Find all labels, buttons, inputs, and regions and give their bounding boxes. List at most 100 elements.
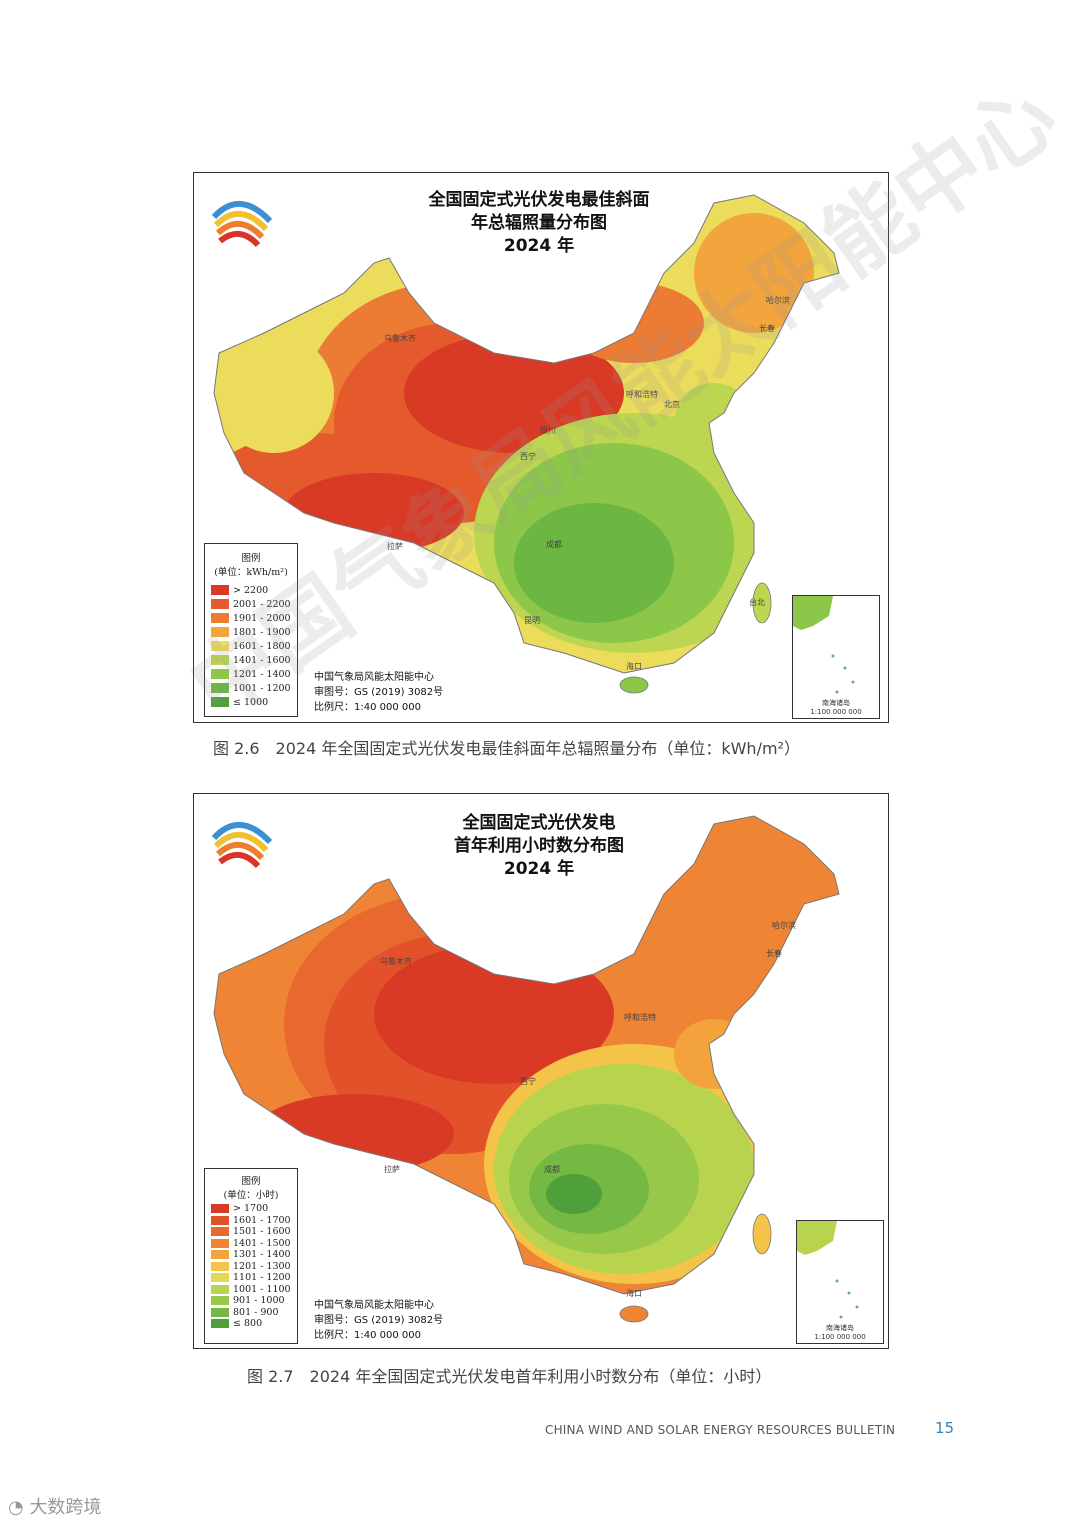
credit-review-number: 审图号：GS (2019) 3082号	[314, 687, 444, 698]
china-map-hours	[213, 815, 840, 1323]
credit-review-number: 审图号：GS (2019) 3082号	[314, 1315, 444, 1326]
legend-row: > 2200	[205, 583, 297, 597]
inset-label: 南海诸岛 1:100 000 000	[814, 1324, 866, 1341]
page-number: 15	[935, 1419, 955, 1437]
legend-label: 1001 - 1100	[233, 1283, 291, 1295]
legend-label: 1501 - 1600	[233, 1226, 291, 1238]
legend-row: 1801 - 1900	[205, 625, 297, 639]
legend-row: 1301 - 1400	[205, 1249, 297, 1261]
city-label: 昆明	[524, 616, 540, 625]
legend-swatch	[211, 1319, 229, 1329]
legend-swatch	[211, 1227, 229, 1237]
legend-row: 1501 - 1600	[205, 1226, 297, 1238]
legend-swatch	[211, 599, 229, 609]
legend-label: 1101 - 1200	[233, 1272, 291, 1284]
legend-row: 1201 - 1400	[205, 667, 297, 681]
map-legend: 图例 (单位：小时) > 1700 1601 - 1700 1501 - 1600 1…	[204, 1168, 298, 1344]
footer-bulletin-title: CHINA WIND AND SOLAR ENERGY RESOURCES BU…	[545, 1423, 896, 1437]
legend-swatch	[211, 1307, 229, 1317]
brand-label: 大数跨境	[29, 1497, 102, 1518]
map-legend: 图例 (单位：kWh/m²) > 2200 2001 - 2200 1901 - 2…	[204, 543, 298, 717]
legend-swatch	[211, 1284, 229, 1294]
city-label: 哈尔滨	[772, 921, 796, 930]
city-label: 哈尔滨	[766, 296, 790, 305]
legend-row: 1101 - 1200	[205, 1272, 297, 1284]
credit-org: 中国气象局风能太阳能中心	[314, 672, 434, 683]
legend-row: 801 - 900	[205, 1307, 297, 1319]
legend-label: > 2200	[233, 584, 269, 596]
credit-org: 中国气象局风能太阳能中心	[314, 1300, 434, 1311]
map-title: 全国固定式光伏发电最佳斜面 年总辐照量分布图 2024 年	[364, 189, 714, 258]
legend-swatch	[211, 585, 229, 595]
legend-row: 2001 - 2200	[205, 597, 297, 611]
figure-caption-2-6: 图 2.6 2024 年全国固定式光伏发电最佳斜面年总辐照量分布（单位：kWh/…	[213, 739, 800, 758]
legend-row: 1401 - 1500	[205, 1238, 297, 1250]
credit-scale: 比例尺：1:40 000 000	[314, 1330, 421, 1341]
legend-title: 图例	[241, 553, 261, 564]
legend-label: 1301 - 1400	[233, 1249, 291, 1261]
city-label: 长春	[759, 324, 775, 333]
legend-row: 901 - 1000	[205, 1295, 297, 1307]
legend-label: 1001 - 1200	[233, 682, 291, 694]
legend-swatch	[211, 1273, 229, 1283]
legend-label: 1201 - 1400	[233, 668, 291, 680]
city-label: 海口	[626, 662, 642, 671]
south-china-sea-inset: 南海诸岛 1:100 000 000	[792, 595, 880, 719]
city-label: 拉萨	[384, 1165, 400, 1174]
figure-irradiance-map: 全国固定式光伏发电最佳斜面 年总辐照量分布图 2024 年 图例 (单位：kWh…	[193, 172, 889, 723]
legend-swatch	[211, 1238, 229, 1248]
legend-label: 1601 - 1800	[233, 640, 291, 652]
map-title-line2: 首年利用小时数分布图	[454, 836, 624, 856]
legend-swatch	[211, 613, 229, 623]
legend-label: 1901 - 2000	[233, 612, 291, 624]
china-map-irradiance	[213, 194, 840, 694]
legend-items: > 2200 2001 - 2200 1901 - 2000 1801 - 1900 1…	[205, 583, 297, 709]
city-label: 成都	[544, 1165, 560, 1174]
legend-label: ≤ 800	[233, 1318, 263, 1330]
city-label: 长春	[766, 949, 782, 958]
city-label: 呼和浩特	[626, 390, 658, 399]
legend-row: 1401 - 1600	[205, 653, 297, 667]
city-label: 拉萨	[387, 542, 403, 551]
figure-caption-2-7: 图 2.7 2024 年全国固定式光伏发电首年利用小时数分布（单位：小时）	[247, 1367, 772, 1386]
city-label: 海口	[626, 1289, 642, 1298]
legend-swatch	[211, 697, 229, 707]
legend-swatch	[211, 1250, 229, 1260]
legend-row: 1001 - 1100	[205, 1284, 297, 1296]
legend-swatch	[211, 683, 229, 693]
map-title-year: 2024 年	[503, 859, 575, 879]
legend-row: 1201 - 1300	[205, 1261, 297, 1273]
south-china-sea-inset: 南海诸岛 1:100 000 000	[796, 1220, 884, 1344]
inset-map	[797, 1221, 859, 1319]
legend-swatch	[211, 641, 229, 651]
weibo-icon: ◔	[8, 1497, 30, 1518]
legend-label: 1201 - 1300	[233, 1260, 291, 1272]
city-label: 西宁	[520, 1077, 536, 1086]
legend-label: 1401 - 1600	[233, 654, 291, 666]
map-title-line2: 年总辐照量分布图	[471, 213, 607, 233]
legend-row: 1601 - 1700	[205, 1215, 297, 1227]
cma-logo-icon	[211, 200, 273, 247]
legend-label: 2001 - 2200	[233, 598, 291, 610]
map-title-line1: 全国固定式光伏发电最佳斜面	[428, 190, 650, 210]
inset-map	[793, 596, 855, 694]
legend-row: ≤ 800	[205, 1318, 297, 1330]
legend-label: 1601 - 1700	[233, 1214, 291, 1226]
legend-items: > 1700 1601 - 1700 1501 - 1600 1401 - 1500 1…	[205, 1203, 297, 1330]
legend-label: 901 - 1000	[233, 1295, 285, 1307]
city-label: 北京	[664, 400, 680, 409]
city-label: 呼和浩特	[624, 1013, 656, 1022]
city-label: 台北	[749, 598, 765, 607]
city-label: 西宁	[520, 452, 536, 461]
legend-swatch	[211, 1296, 229, 1306]
city-label: 乌鲁木齐	[384, 334, 416, 343]
city-label: 银川	[540, 426, 556, 435]
legend-swatch	[211, 655, 229, 665]
city-label: 乌鲁木齐	[380, 957, 412, 966]
map-title-line1: 全国固定式光伏发电	[462, 813, 616, 833]
map-credit: 中国气象局风能太阳能中心 审图号：GS (2019) 3082号 比例尺：1:4…	[314, 670, 443, 715]
legend-swatch	[211, 1215, 229, 1225]
legend-unit: (单位：小时)	[223, 1190, 279, 1201]
legend-label: 1401 - 1500	[233, 1237, 291, 1249]
legend-row: 1001 - 1200	[205, 681, 297, 695]
